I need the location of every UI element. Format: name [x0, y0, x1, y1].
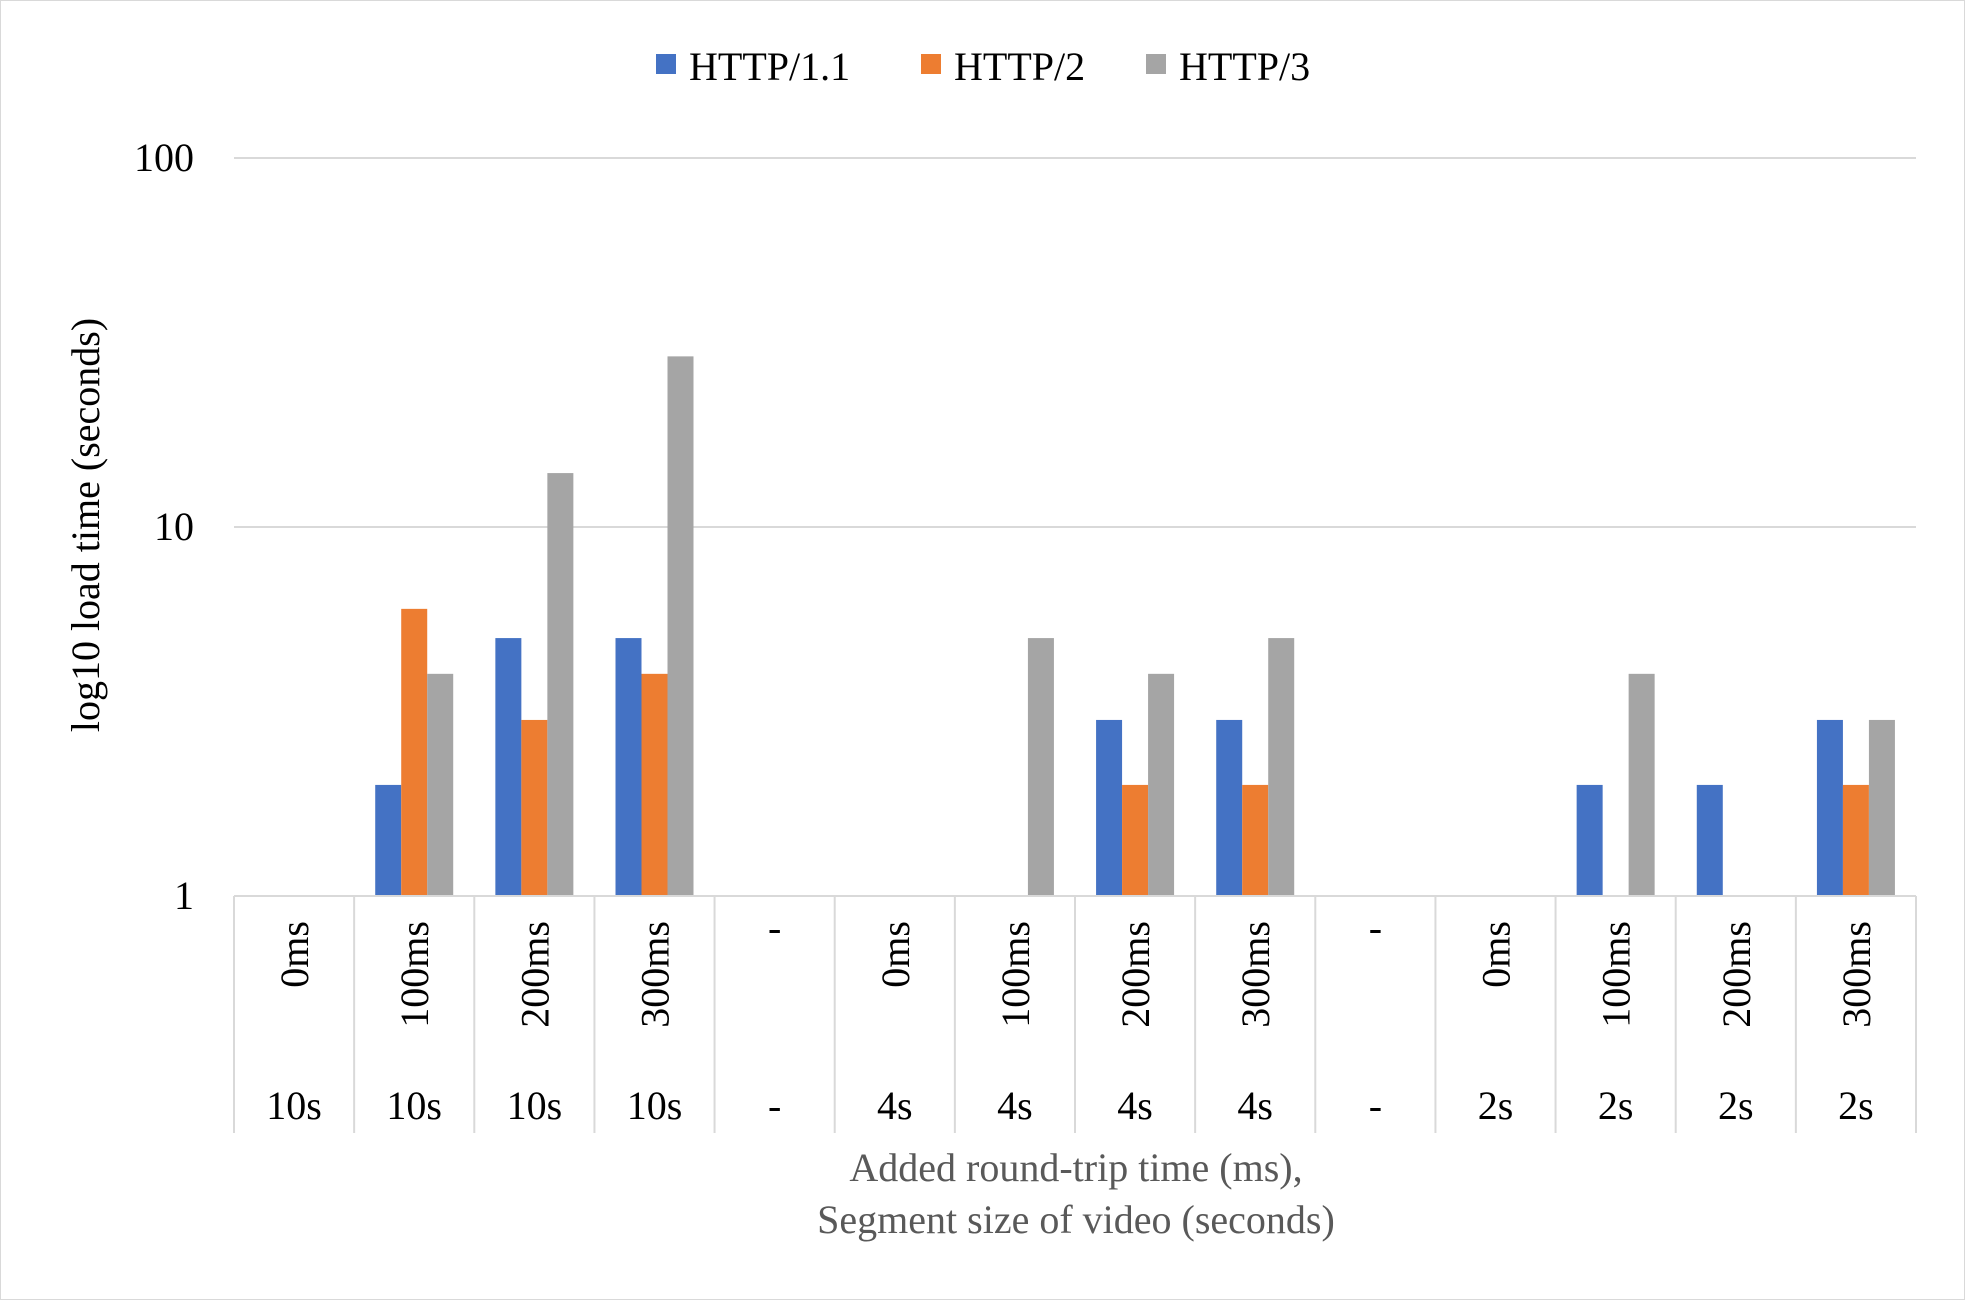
bar-http2-1	[401, 608, 428, 896]
bar-http2-3	[641, 673, 668, 896]
x-tick-label-segment-6: 4s	[997, 1083, 1033, 1128]
y-tick-label-0: 1	[174, 873, 194, 918]
bar-http11-7	[1096, 719, 1123, 896]
x-tick-label-rtt-8: 300ms	[1233, 921, 1278, 1028]
x-tick-labels: 0ms 10s 100ms 10s 200ms 10s 300ms 10s - - 0ms 4s 100…	[266, 905, 1879, 1128]
legend-label-2: HTTP/3	[1179, 44, 1310, 89]
x-tick-label-segment-8: 4s	[1237, 1083, 1273, 1128]
bar-http2-13	[1842, 784, 1869, 896]
bar-http11-2	[495, 638, 522, 896]
x-tick-label-segment-7: 4s	[1117, 1083, 1153, 1128]
bar-http3-3	[667, 356, 694, 897]
gridlines	[234, 157, 1916, 897]
x-tick-label-rtt-12: 200ms	[1714, 921, 1759, 1028]
y-tick-label-2: 100	[134, 135, 194, 180]
legend-swatch-2	[1146, 54, 1166, 74]
bar-http3-6	[1027, 638, 1054, 896]
legend-swatch-0	[656, 54, 676, 74]
x-tick-label-segment-11: 2s	[1598, 1083, 1634, 1128]
y-tick-labels: 1 10 100	[134, 135, 194, 918]
x-tick-label-rtt-5: 0ms	[873, 921, 918, 988]
bars	[375, 356, 1895, 897]
x-tick-label-segment-0: 10s	[266, 1083, 322, 1128]
y-tick-label-1: 10	[154, 504, 194, 549]
x-tick-label-rtt-1: 100ms	[392, 921, 437, 1028]
x-tick-label-rtt-0: 0ms	[272, 921, 317, 988]
bar-http3-1	[427, 673, 454, 896]
bar-http11-12	[1696, 784, 1723, 896]
bar-http3-8	[1268, 638, 1295, 896]
bar-http2-2	[521, 719, 548, 896]
x-tick-label-rtt-4: -	[768, 905, 781, 950]
x-tick-label-rtt-13: 300ms	[1834, 921, 1879, 1028]
y-axis-title: log10 load time (seconds)	[63, 318, 108, 732]
x-tick-label-segment-3: 10s	[627, 1083, 683, 1128]
x-tick-label-segment-10: 2s	[1478, 1083, 1514, 1128]
x-tick-label-rtt-6: 100ms	[993, 921, 1038, 1028]
x-tick-label-segment-4: -	[768, 1083, 781, 1128]
x-axis-title-line-1: Added round-trip time (ms),	[849, 1145, 1302, 1190]
x-tick-label-segment-9: -	[1369, 1083, 1382, 1128]
x-axis-lines	[233, 895, 1917, 1133]
x-tick-label-segment-2: 10s	[507, 1083, 563, 1128]
bar-http11-3	[615, 638, 642, 896]
x-axis-title-line-2: Segment size of video (seconds)	[817, 1197, 1335, 1242]
bar-http11-1	[375, 784, 402, 896]
bar-http11-11	[1576, 784, 1603, 896]
legend-label-0: HTTP/1.1	[689, 44, 850, 89]
bar-http2-7	[1122, 784, 1149, 896]
x-tick-label-segment-1: 10s	[386, 1083, 442, 1128]
bar-http11-13	[1816, 719, 1843, 896]
x-tick-label-rtt-9: -	[1369, 905, 1382, 950]
bar-http2-8	[1242, 784, 1269, 896]
legend-label-1: HTTP/2	[954, 44, 1085, 89]
x-tick-label-segment-12: 2s	[1718, 1083, 1754, 1128]
x-tick-label-rtt-10: 0ms	[1474, 921, 1519, 988]
x-tick-label-rtt-7: 200ms	[1113, 921, 1158, 1028]
bar-http11-8	[1216, 719, 1243, 896]
bar-http3-2	[547, 473, 574, 896]
bar-http3-11	[1628, 673, 1655, 896]
x-tick-label-rtt-11: 100ms	[1594, 921, 1639, 1028]
bar-http3-13	[1868, 719, 1895, 896]
x-tick-label-segment-13: 2s	[1838, 1083, 1874, 1128]
legend: HTTP/1.1 HTTP/2 HTTP/3	[656, 44, 1310, 89]
x-tick-label-segment-5: 4s	[877, 1083, 913, 1128]
bar-http3-7	[1148, 673, 1175, 896]
legend-swatch-1	[921, 54, 941, 74]
x-tick-label-rtt-2: 200ms	[512, 921, 557, 1028]
x-tick-label-rtt-3: 300ms	[633, 921, 678, 1028]
